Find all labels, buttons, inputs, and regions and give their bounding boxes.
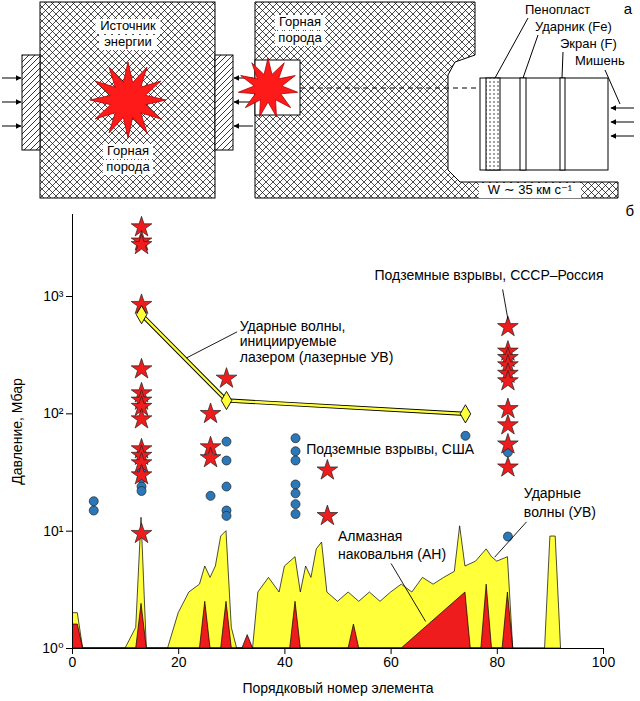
svg-text:порода: порода (106, 159, 150, 174)
svg-text:Ударные волны,: Ударные волны, (240, 318, 346, 334)
svg-text:волны (УВ): волны (УВ) (524, 504, 596, 520)
svg-text:10²: 10² (43, 405, 64, 421)
svg-text:60: 60 (383, 654, 399, 670)
svg-text:0: 0 (69, 654, 77, 670)
svg-text:100: 100 (592, 654, 616, 670)
svg-text:10⁰: 10⁰ (42, 640, 64, 656)
svg-text:10¹: 10¹ (43, 523, 64, 539)
svg-text:20: 20 (171, 654, 187, 670)
svg-text:40: 40 (277, 654, 293, 670)
svg-text:Горная: Горная (279, 14, 321, 29)
svg-text:инициируемые: инициируемые (240, 333, 337, 349)
svg-text:Экран (F): Экран (F) (560, 36, 617, 51)
svg-text:Алмазная: Алмазная (338, 528, 402, 544)
svg-text:Подземные взрывы, СССР–Россия: Подземные взрывы, СССР–Россия (374, 267, 603, 283)
svg-text:Подземные взрывы, США: Подземные взрывы, США (306, 441, 475, 457)
svg-text:Мишень: Мишень (575, 53, 625, 68)
svg-text:Ударник (Fe): Ударник (Fe) (535, 19, 612, 34)
svg-text:лазером (лазерные УВ): лазером (лазерные УВ) (240, 348, 394, 364)
svg-text:наковальня (АН): наковальня (АН) (338, 546, 446, 562)
html-text:б: б (625, 202, 634, 219)
svg-text:W ∼ 35 км с⁻¹: W ∼ 35 км с⁻¹ (488, 182, 573, 197)
svg-text:Давление, Мбар: Давление, Мбар (9, 378, 25, 485)
svg-text:Горная: Горная (107, 143, 149, 158)
svg-text:Порядковый номер элемента: Порядковый номер элемента (242, 680, 433, 696)
svg-text:а: а (624, 0, 633, 17)
svg-text:10³: 10³ (43, 288, 64, 304)
svg-text:Источник: Источник (100, 18, 156, 33)
svg-text:Пенопласт: Пенопласт (525, 2, 590, 17)
svg-text:Ударные: Ударные (524, 485, 581, 501)
svg-text:энергии: энергии (104, 34, 152, 49)
svg-text:порода: порода (278, 30, 322, 45)
svg-text:80: 80 (490, 654, 506, 670)
